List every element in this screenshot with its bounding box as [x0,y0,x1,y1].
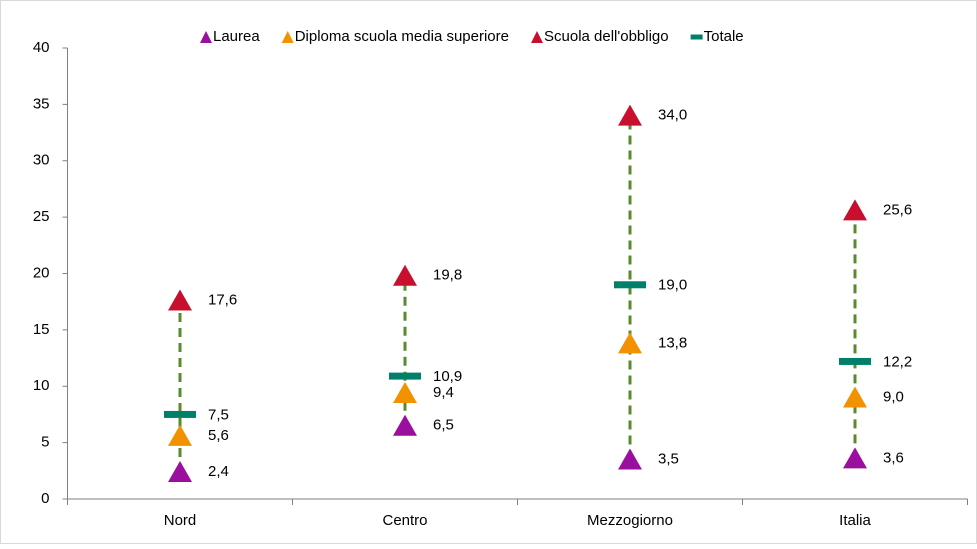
data-label: 3,6 [883,449,904,466]
point-marker [843,447,867,469]
data-label: 12,2 [883,353,912,370]
data-label: 19,0 [658,277,687,294]
data-label: 19,8 [433,267,462,284]
x-tick-label: Nord [164,512,197,529]
point-marker [618,332,642,354]
point-marker [393,382,417,404]
point-marker [393,264,417,286]
total-marker [389,372,421,380]
y-tick-label: 20 [33,264,50,281]
data-label: 7,5 [208,406,229,423]
x-tick-label: Mezzogiorno [587,512,673,529]
point-marker [618,448,642,470]
y-tick-label: 5 [41,434,49,451]
point-marker [168,460,192,482]
data-label: 25,6 [883,201,912,218]
data-label: 3,5 [658,451,679,468]
data-label: 5,6 [208,427,229,444]
total-marker [164,410,196,418]
x-tick-label: Italia [839,512,871,529]
point-marker [843,199,867,221]
y-tick-label: 25 [33,208,50,225]
point-marker [843,386,867,408]
legend-symbol [690,34,703,40]
y-tick-label: 15 [33,321,50,338]
data-label: 9,4 [433,384,454,401]
data-label: 9,0 [883,388,904,405]
data-label: 10,9 [433,368,462,385]
total-marker [614,281,646,289]
legend-symbol [200,31,212,43]
point-marker [168,289,192,311]
data-label: 13,8 [658,334,687,351]
y-tick-label: 30 [33,152,50,169]
data-label: 6,5 [433,417,454,434]
legend-symbol [531,31,543,43]
y-tick-label: 35 [33,95,50,112]
data-label: 17,6 [208,292,237,309]
y-tick-label: 10 [33,377,50,394]
point-marker [393,414,417,436]
y-tick-label: 40 [33,39,50,56]
legend-label: Laurea [213,28,260,45]
data-label: 2,4 [208,463,229,480]
point-marker [168,424,192,446]
legend-symbol [281,31,294,43]
legend-label: Scuola dell'obbligo [544,28,669,45]
total-marker [839,357,871,365]
point-marker [618,104,642,126]
legend-label: Diploma scuola media superiore [295,28,509,45]
x-tick-label: Centro [382,512,427,529]
legend-label: Totale [704,28,744,45]
data-label: 34,0 [658,107,687,124]
y-tick-label: 0 [41,490,49,507]
